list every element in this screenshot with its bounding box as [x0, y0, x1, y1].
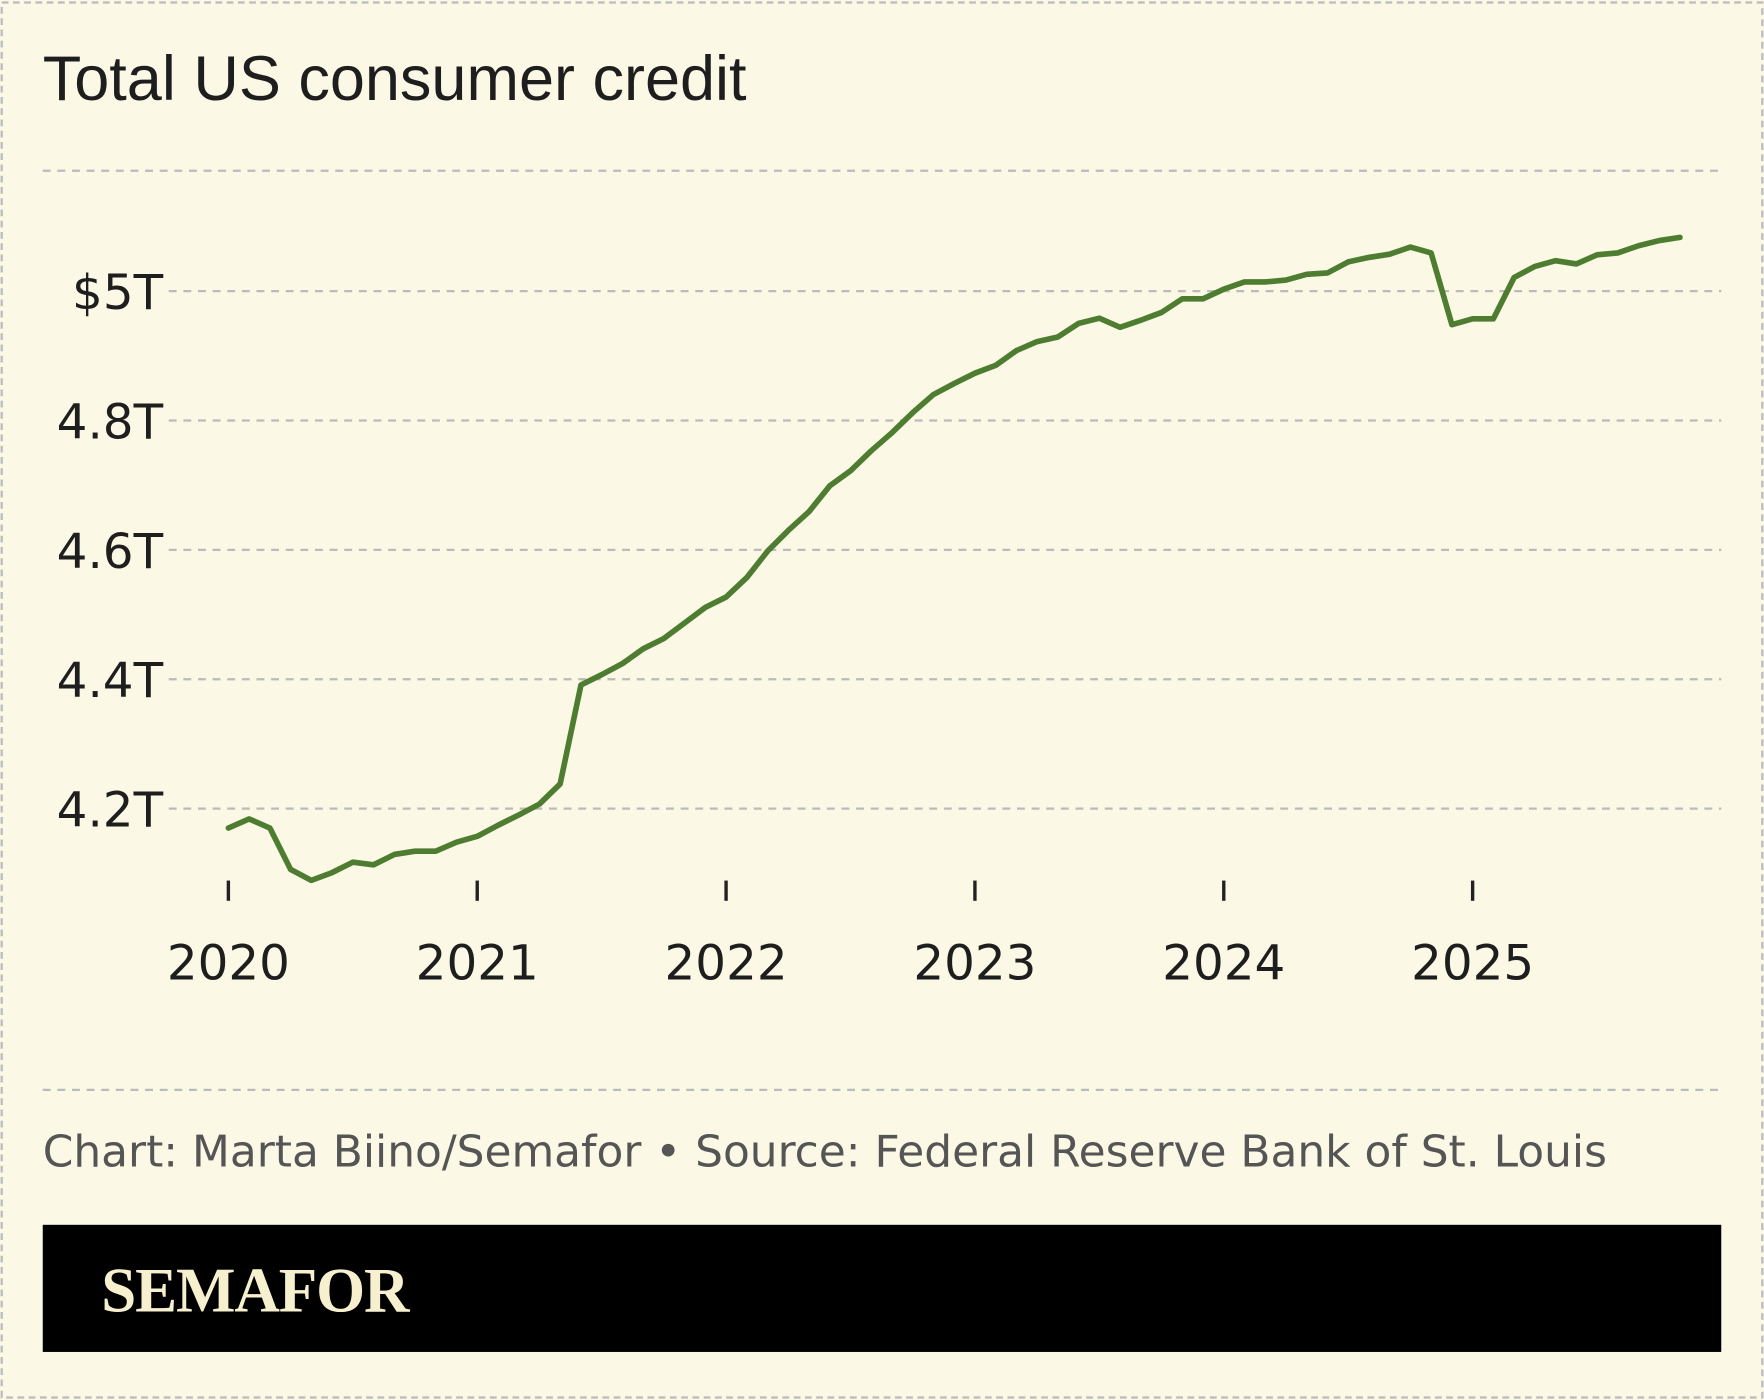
- x-tick-label: 2021: [416, 936, 539, 992]
- x-tick-label: 2022: [665, 936, 788, 992]
- source-credit: Chart: Marta Biino/Semafor • Source: Fed…: [43, 1126, 1607, 1177]
- semafor-logo: SEMAFOR: [101, 1255, 411, 1325]
- y-tick-label: 4.6T: [57, 524, 164, 580]
- consumer-credit-line: [225, 234, 1683, 884]
- chart-title: Total US consumer credit: [43, 44, 747, 114]
- brand-banner: [42, 1224, 1722, 1352]
- x-tick-label: 2020: [167, 936, 290, 992]
- y-tick-label: $5T: [72, 265, 164, 321]
- x-tick-label: 2023: [913, 936, 1036, 992]
- y-tick-label: 4.2T: [57, 783, 164, 839]
- x-tick-label: 2025: [1411, 936, 1534, 992]
- x-tick-label: 2024: [1162, 936, 1285, 992]
- y-tick-label: 4.8T: [57, 394, 164, 450]
- y-tick-label: 4.4T: [57, 653, 164, 709]
